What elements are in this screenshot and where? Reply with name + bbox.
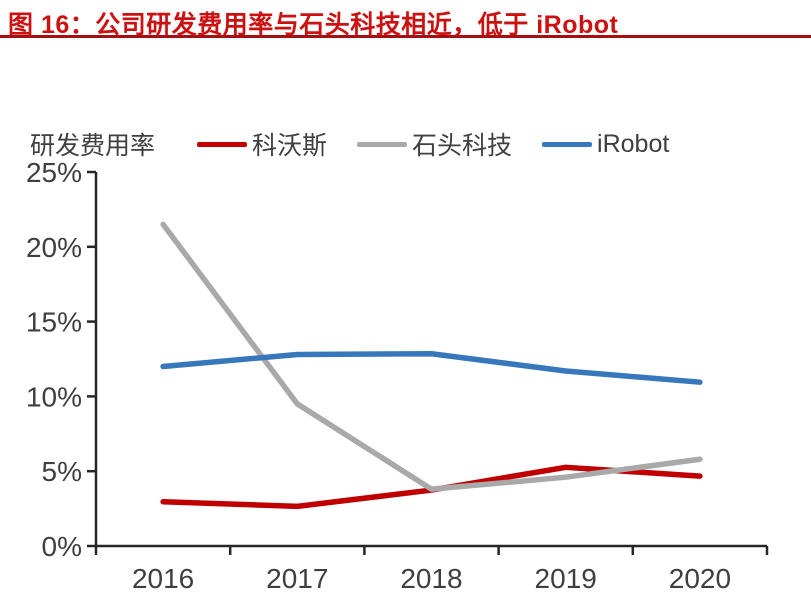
y-tick-label: 15% [26, 307, 82, 338]
y-tick-label: 20% [26, 232, 82, 263]
x-tick-label: 2016 [132, 563, 194, 594]
y-tick-label: 5% [42, 456, 82, 487]
legend-item-1: 石头科技 [357, 126, 512, 162]
y-tick-label: 25% [26, 157, 82, 188]
legend-line-swatch [197, 141, 248, 147]
legend-item-2: iRobot [542, 130, 669, 159]
legend-label: 科沃斯 [252, 132, 328, 160]
plot-area: 0% 5% 10% 15% 20% 25% 2016 2017 2018 2019 2020 [26, 157, 769, 594]
y-axis-title: 研发费用率 [30, 132, 156, 160]
figure-header: 图 16：公司研发费用率与石头科技相近，低于 iRobot [0, 0, 811, 39]
series-line-1 [160, 221, 703, 492]
legend-label: 石头科技 [412, 132, 513, 160]
figure-title: 图 16：公司研发费用率与石头科技相近，低于 iRobot [8, 11, 619, 39]
y-tick-label: 0% [42, 531, 82, 562]
legend: 科沃斯 石头科技 iRobot [197, 126, 699, 162]
legend-row: 研发费用率 科沃斯 石头科技 iRobot [30, 126, 811, 162]
x-tick-label: 2019 [535, 563, 597, 594]
x-tick-label: 2020 [669, 563, 731, 594]
legend-label: iRobot [597, 129, 670, 158]
legend-line-swatch [357, 141, 408, 147]
legend-line-swatch [542, 141, 593, 147]
legend-item-0: 科沃斯 [197, 126, 327, 162]
x-tick-label: 2017 [266, 563, 328, 594]
x-tick-label: 2018 [400, 563, 462, 594]
y-tick-label: 10% [26, 381, 82, 412]
series-line-2 [160, 351, 703, 385]
line-chart: 0% 5% 10% 15% 20% 25% 2016 2017 2018 2019 2020 研发费… [0, 38, 811, 596]
